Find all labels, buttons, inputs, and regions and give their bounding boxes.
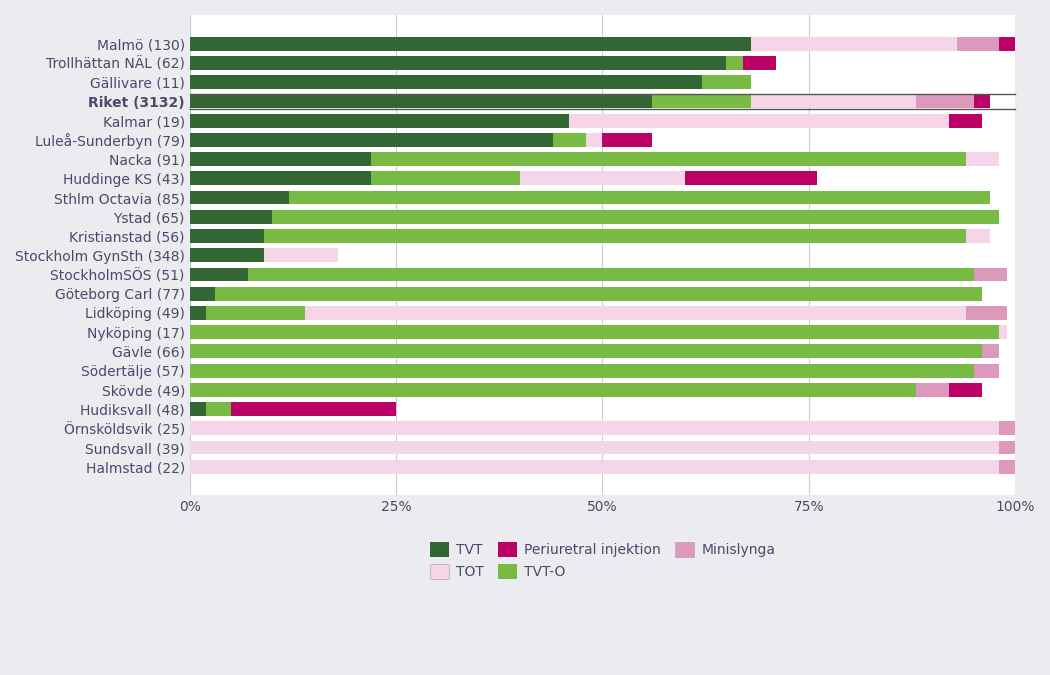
Bar — [190, 441, 999, 454]
Bar — [190, 460, 999, 474]
Bar — [190, 421, 999, 435]
Bar — [231, 402, 396, 416]
Bar — [190, 229, 264, 243]
Bar — [974, 364, 999, 377]
Bar — [190, 267, 248, 281]
Bar — [190, 306, 206, 320]
Bar — [206, 306, 306, 320]
Bar — [190, 344, 982, 358]
Bar — [949, 383, 982, 397]
Bar — [685, 171, 817, 185]
Bar — [966, 152, 999, 166]
Bar — [966, 306, 1007, 320]
Bar — [982, 344, 999, 358]
Bar — [586, 133, 603, 147]
Bar — [999, 325, 1007, 339]
Bar — [999, 37, 1015, 51]
Bar — [958, 37, 999, 51]
Bar — [190, 37, 751, 51]
Bar — [190, 56, 727, 70]
Bar — [569, 114, 949, 128]
Bar — [727, 56, 742, 70]
Bar — [214, 287, 982, 300]
Bar — [751, 37, 958, 51]
Bar — [289, 190, 990, 205]
Bar — [190, 76, 701, 89]
Bar — [190, 402, 206, 416]
Bar — [553, 133, 586, 147]
Bar — [206, 402, 231, 416]
Bar — [520, 171, 685, 185]
Bar — [306, 306, 966, 320]
Bar — [999, 441, 1015, 454]
Bar — [652, 95, 751, 109]
Legend: TVT, TOT, Periuretral injektion, TVT-O, Minislynga: TVT, TOT, Periuretral injektion, TVT-O, … — [424, 536, 781, 585]
Bar — [190, 95, 652, 109]
Bar — [372, 171, 520, 185]
Bar — [701, 76, 751, 89]
Bar — [751, 95, 917, 109]
Bar — [949, 114, 982, 128]
Bar — [917, 95, 974, 109]
Bar — [264, 248, 338, 262]
Bar — [742, 56, 776, 70]
Bar — [999, 460, 1015, 474]
Bar — [372, 152, 966, 166]
Bar — [264, 229, 966, 243]
Bar — [190, 152, 372, 166]
Bar — [190, 171, 372, 185]
Bar — [999, 421, 1015, 435]
Bar — [272, 210, 999, 223]
Bar — [190, 364, 974, 377]
Bar — [190, 114, 569, 128]
Bar — [603, 133, 652, 147]
Bar — [190, 287, 214, 300]
Bar — [190, 210, 272, 223]
Bar — [190, 325, 999, 339]
Bar — [974, 95, 990, 109]
Bar — [917, 383, 949, 397]
Bar — [974, 267, 1007, 281]
Bar — [966, 229, 990, 243]
Bar — [190, 133, 553, 147]
Bar — [248, 267, 974, 281]
Bar — [190, 383, 917, 397]
Bar — [190, 190, 289, 205]
Bar — [190, 248, 264, 262]
